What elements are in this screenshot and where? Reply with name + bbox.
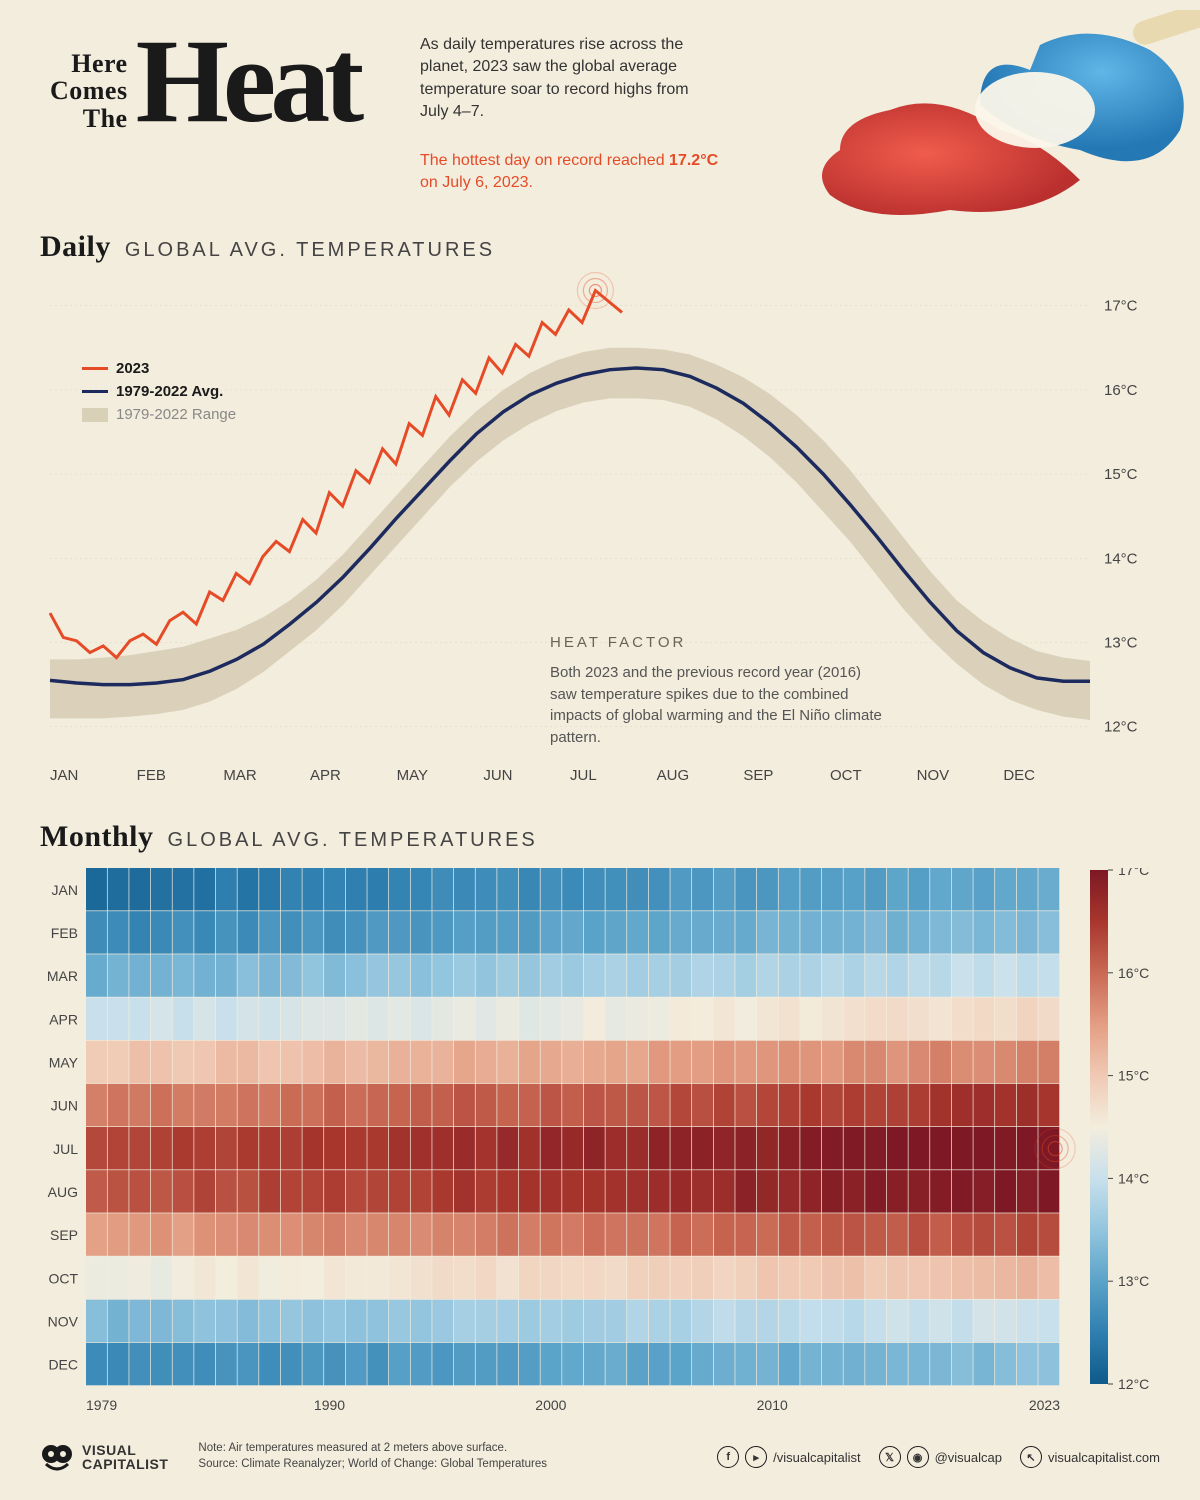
daily-legend: 2023 1979-2022 Avg. 1979-2022 Range: [82, 360, 236, 429]
social-handle-3: visualcapitalist.com: [1048, 1450, 1160, 1465]
svg-text:FEB: FEB: [137, 767, 166, 784]
footer-socials: f ▸ /visualcapitalist 𝕏 ◉ @visualcap ↖ v…: [717, 1446, 1160, 1468]
legend-2023: 2023: [116, 360, 149, 377]
footer-note2: Source: Climate Reanalyzer; World of Cha…: [198, 1457, 547, 1473]
svg-text:2010: 2010: [757, 1397, 788, 1413]
svg-text:15°C: 15°C: [1118, 1068, 1149, 1084]
svg-text:OCT: OCT: [48, 1270, 78, 1286]
social-handle-1: /visualcapitalist: [773, 1450, 860, 1465]
intro-text: As daily temperatures rise across the pl…: [420, 34, 720, 124]
svg-text:16°C: 16°C: [1104, 382, 1138, 399]
svg-text:AUG: AUG: [657, 767, 690, 784]
annotation-body: Both 2023 and the previous record year (…: [550, 662, 890, 749]
youtube-icon: ▸: [745, 1446, 767, 1468]
legend-range: 1979-2022 Range: [116, 406, 236, 423]
daily-label: Daily GLOBAL AVG. TEMPERATURES: [40, 230, 1160, 264]
svg-text:2000: 2000: [535, 1397, 566, 1413]
svg-text:14°C: 14°C: [1118, 1170, 1149, 1186]
svg-text:JUL: JUL: [570, 767, 597, 784]
callout-bold: 17.2°C: [669, 152, 718, 169]
daily-label-bold: Daily: [40, 230, 111, 264]
svg-text:NOV: NOV: [917, 767, 950, 784]
svg-text:DEC: DEC: [48, 1357, 78, 1373]
svg-text:DEC: DEC: [1003, 767, 1035, 784]
svg-text:14°C: 14°C: [1104, 550, 1138, 567]
svg-text:APR: APR: [49, 1011, 78, 1027]
svg-text:12°C: 12°C: [1104, 719, 1138, 736]
instagram-icon: ◉: [907, 1446, 929, 1468]
twitter-icon: 𝕏: [879, 1446, 901, 1468]
svg-text:JAN: JAN: [52, 882, 78, 898]
svg-text:JUN: JUN: [51, 1098, 78, 1114]
svg-text:MAR: MAR: [223, 767, 256, 784]
svg-text:MAY: MAY: [49, 1054, 79, 1070]
title-small: HereComesThe: [50, 50, 128, 132]
monthly-label: Monthly GLOBAL AVG. TEMPERATURES: [40, 820, 1160, 854]
facebook-icon: f: [717, 1446, 739, 1468]
svg-text:SEP: SEP: [50, 1227, 78, 1243]
title-big: Heat: [136, 30, 359, 132]
svg-text:2023: 2023: [1029, 1397, 1060, 1413]
vc-logo-icon: [40, 1440, 74, 1474]
monthly-label-thin: GLOBAL AVG. TEMPERATURES: [168, 829, 538, 852]
legend-avg: 1979-2022 Avg.: [116, 383, 223, 400]
callout-pre: The hottest day on record reached: [420, 152, 669, 169]
svg-text:17°C: 17°C: [1118, 868, 1149, 878]
cursor-icon: ↖: [1020, 1446, 1042, 1468]
svg-text:SEP: SEP: [743, 767, 773, 784]
daily-label-thin: GLOBAL AVG. TEMPERATURES: [125, 239, 495, 262]
vc-logo-text: VISUALCAPITALIST: [82, 1443, 168, 1471]
social-group-2: 𝕏 ◉ @visualcap: [879, 1446, 1002, 1468]
svg-text:FEB: FEB: [51, 925, 78, 941]
svg-text:1990: 1990: [314, 1397, 345, 1413]
social-handle-2: @visualcap: [935, 1450, 1002, 1465]
heat-factor-annotation: HEAT FACTOR Both 2023 and the previous r…: [550, 632, 890, 749]
svg-text:MAR: MAR: [47, 968, 78, 984]
popsicle-art: [780, 10, 1200, 230]
svg-text:APR: APR: [310, 767, 341, 784]
svg-text:12°C: 12°C: [1118, 1376, 1149, 1392]
annotation-title: HEAT FACTOR: [550, 632, 890, 654]
footer-notes: Note: Air temperatures measured at 2 met…: [198, 1441, 547, 1472]
monthly-heatmap: JAN FEB MAR APR MAY JUN JUL AUG SEP OCT NOV DEC 1979…: [40, 868, 1160, 1428]
svg-text:MAY: MAY: [397, 767, 428, 784]
footer: VISUALCAPITALIST Note: Air temperatures …: [40, 1432, 1160, 1482]
svg-text:1979: 1979: [86, 1397, 117, 1413]
svg-text:NOV: NOV: [48, 1313, 79, 1329]
callout-text: The hottest day on record reached 17.2°C…: [420, 150, 720, 195]
svg-text:JUL: JUL: [53, 1141, 78, 1157]
callout-post: on July 6, 2023.: [420, 174, 533, 191]
svg-text:16°C: 16°C: [1118, 965, 1149, 981]
svg-text:AUG: AUG: [48, 1184, 78, 1200]
daily-section: Daily GLOBAL AVG. TEMPERATURES 12°C 13°C 1…: [40, 230, 1160, 802]
svg-text:17°C: 17°C: [1104, 298, 1138, 315]
social-group-3: ↖ visualcapitalist.com: [1020, 1446, 1160, 1468]
svg-text:13°C: 13°C: [1104, 635, 1138, 652]
svg-text:JUN: JUN: [483, 767, 512, 784]
svg-text:15°C: 15°C: [1104, 466, 1138, 483]
monthly-label-bold: Monthly: [40, 820, 154, 854]
social-group-1: f ▸ /visualcapitalist: [717, 1446, 860, 1468]
vc-logo: VISUALCAPITALIST: [40, 1440, 168, 1474]
monthly-section: Monthly GLOBAL AVG. TEMPERATURES JAN FEB M…: [40, 820, 1160, 1428]
footer-note1: Note: Air temperatures measured at 2 met…: [198, 1441, 547, 1457]
svg-text:OCT: OCT: [830, 767, 862, 784]
svg-text:13°C: 13°C: [1118, 1273, 1149, 1289]
svg-text:JAN: JAN: [50, 767, 78, 784]
